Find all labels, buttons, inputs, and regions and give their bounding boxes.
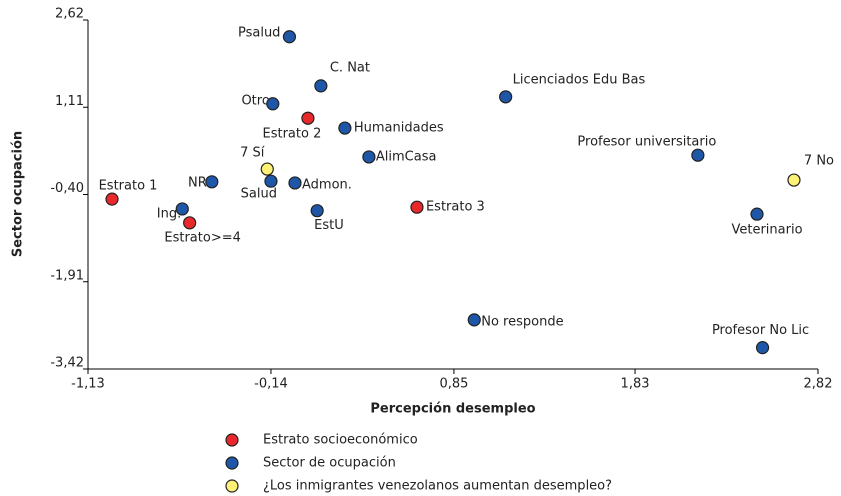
point (266, 97, 280, 111)
legend-label: ¿Los inmigrantes venezolanos aumentan de… (263, 479, 612, 494)
point (691, 148, 705, 162)
x-tick-label: 0,85 (439, 377, 468, 392)
point-label: 7 No (804, 154, 834, 169)
y-tick-label: 2,62 (55, 7, 84, 22)
y-tick-label: -1,91 (50, 268, 84, 283)
point-label: Otro (241, 93, 269, 108)
legend-label: Estrato socioeconómico (263, 433, 418, 448)
point (282, 30, 297, 44)
point (314, 79, 328, 93)
point (301, 111, 315, 125)
point-label: AlimCasa (376, 149, 437, 164)
legend-marker (225, 456, 239, 470)
point (205, 175, 219, 189)
point-label: Admon. (302, 177, 352, 192)
point-label: Humanidades (354, 121, 444, 136)
point-label: Veterinario (731, 223, 802, 238)
point-label: C. Nat (330, 60, 370, 75)
point-label: Profesor No Lic (712, 323, 809, 338)
x-tick-label: -0,14 (254, 377, 288, 392)
point (787, 173, 801, 187)
point-label: 7 Sí (240, 146, 265, 161)
point (288, 176, 302, 190)
legend-marker (225, 479, 239, 493)
point (105, 192, 119, 206)
point (260, 162, 274, 176)
y-axis-title: Sector ocupación (11, 131, 26, 257)
point (362, 150, 376, 164)
point-label: Estrato 2 (262, 127, 321, 142)
point-label: EstU (314, 218, 344, 233)
y-tick-label: -0,40 (50, 181, 84, 196)
point-label: No responde (481, 314, 563, 329)
y-tick-label: 1,11 (55, 94, 84, 109)
point (338, 121, 352, 135)
point (499, 90, 513, 104)
point (310, 204, 324, 218)
point-label: Profesor universitario (577, 135, 716, 150)
x-tick-label: 2,82 (804, 377, 833, 392)
point (750, 207, 764, 221)
point (183, 216, 197, 230)
legend-marker (225, 433, 239, 447)
x-axis-title: Percepción desempleo (370, 402, 535, 417)
point-label: Estrato 1 (99, 179, 158, 194)
point (264, 174, 278, 188)
x-tick-label: 1,83 (621, 377, 650, 392)
point-label: Estrato>=4 (164, 230, 241, 245)
point (467, 313, 481, 327)
y-tick-label: -3,42 (50, 356, 84, 371)
point (175, 202, 189, 216)
point (410, 200, 424, 214)
x-tick-label: -1,13 (71, 377, 105, 392)
point-label: Psalud (238, 25, 280, 40)
point-label: NR (188, 175, 207, 190)
point (755, 341, 770, 355)
point-label: Estrato 3 (426, 200, 485, 215)
point-label: Ing. (157, 206, 181, 221)
point-label: Licenciados Edu Bas (513, 72, 646, 87)
legend-label: Sector de ocupación (263, 456, 396, 471)
point-label: Salud (241, 187, 277, 202)
